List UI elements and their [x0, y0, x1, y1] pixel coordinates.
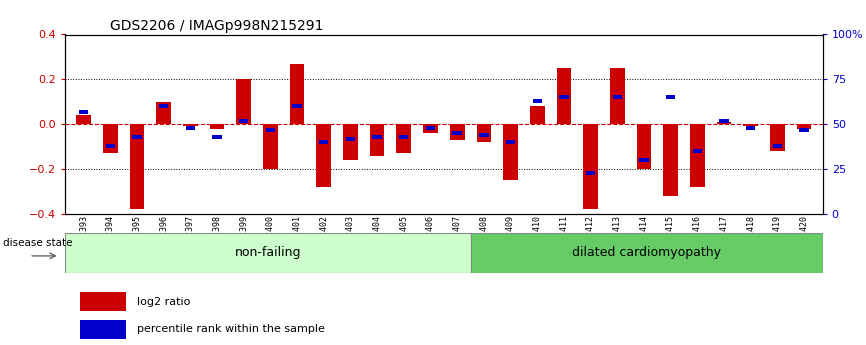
Bar — [610, 68, 624, 124]
Bar — [637, 124, 651, 169]
Bar — [212, 135, 222, 139]
Text: percentile rank within the sample: percentile rank within the sample — [137, 325, 325, 334]
Bar — [663, 124, 678, 196]
Bar — [346, 137, 355, 140]
Bar — [76, 115, 91, 124]
Text: non-failing: non-failing — [235, 246, 301, 259]
Bar — [370, 124, 385, 156]
Bar — [343, 124, 358, 160]
Text: disease state: disease state — [3, 238, 73, 248]
Bar — [471, 233, 823, 273]
Bar — [639, 158, 649, 162]
Bar — [65, 233, 471, 273]
Bar — [717, 122, 731, 124]
Bar — [693, 149, 702, 153]
Bar — [210, 124, 224, 129]
Text: dilated cardiomyopathy: dilated cardiomyopathy — [572, 246, 721, 259]
Bar — [503, 124, 518, 180]
Bar — [183, 124, 197, 126]
Bar — [770, 124, 785, 151]
Bar — [720, 119, 728, 122]
Bar — [453, 131, 462, 135]
Bar — [586, 171, 595, 175]
Bar — [130, 124, 145, 209]
Bar — [583, 124, 598, 209]
Bar — [772, 144, 782, 148]
Bar — [799, 128, 809, 131]
Bar — [612, 95, 622, 99]
Bar — [423, 124, 438, 133]
Bar — [263, 124, 278, 169]
Bar — [266, 128, 275, 131]
Bar — [80, 320, 126, 339]
Bar — [746, 126, 755, 130]
Bar — [103, 124, 118, 153]
Bar — [533, 99, 542, 103]
Bar — [743, 124, 758, 126]
Bar — [319, 140, 328, 144]
Bar — [559, 95, 569, 99]
Bar — [132, 135, 142, 139]
Bar — [159, 104, 168, 108]
Bar — [476, 124, 491, 142]
Bar — [479, 133, 488, 137]
Text: log2 ratio: log2 ratio — [137, 297, 191, 306]
Bar — [239, 119, 249, 122]
Bar — [506, 140, 515, 144]
Bar — [666, 95, 675, 99]
Bar — [690, 124, 705, 187]
Bar — [372, 135, 382, 139]
Bar — [426, 126, 435, 130]
Bar — [316, 124, 331, 187]
Bar — [557, 68, 572, 124]
Text: GDS2206 / IMAGp998N215291: GDS2206 / IMAGp998N215291 — [111, 19, 324, 33]
Bar — [293, 104, 301, 108]
Bar — [79, 110, 88, 114]
Bar — [397, 124, 411, 153]
Bar — [290, 63, 305, 124]
Bar — [399, 135, 409, 139]
Bar — [236, 79, 251, 124]
Bar — [530, 106, 545, 124]
Bar — [449, 124, 464, 140]
Bar — [80, 292, 126, 311]
Bar — [106, 144, 115, 148]
Bar — [185, 126, 195, 130]
Bar — [797, 124, 811, 129]
Bar — [157, 102, 171, 124]
